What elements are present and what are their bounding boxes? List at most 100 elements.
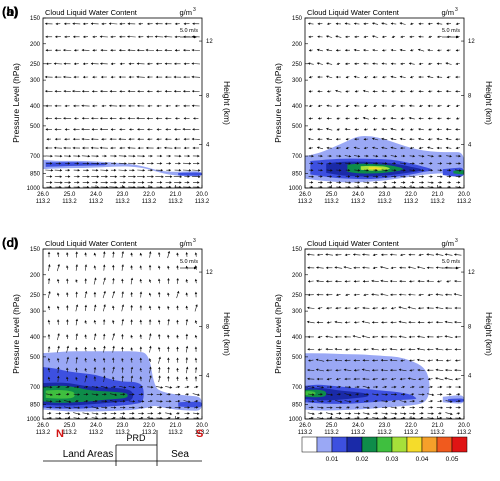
x-tick-lon: 113.2 — [142, 199, 157, 205]
unit-exponent: 3 — [193, 238, 196, 244]
panel-title: Cloud Liquid Water Content — [307, 8, 400, 17]
y-tick-label: 500 — [30, 124, 41, 130]
x-tick-label: 25.0 — [64, 192, 76, 198]
colorbar-swatch — [362, 437, 377, 452]
x-tick-lon: 113.2 — [195, 199, 210, 205]
colorbar-swatch — [302, 437, 317, 452]
reference-vector-label: 5.0 m/s — [180, 28, 198, 34]
colorbar-label: 0.04 — [416, 456, 429, 463]
height-tick-label: 4 — [206, 374, 210, 380]
y-tick-label: 200 — [30, 42, 41, 48]
x-tick-lon: 113.2 — [377, 430, 392, 436]
x-tick-label: 25.0 — [326, 423, 338, 429]
y-tick-label: 250 — [292, 62, 303, 68]
panel-title: Cloud Liquid Water Content — [45, 239, 138, 248]
x-tick-label: 22.0 — [405, 423, 417, 429]
y-tick-label: 200 — [292, 42, 303, 48]
x-tick-lon: 113.2 — [430, 430, 445, 436]
y-tick-label: 850 — [292, 171, 303, 177]
x-tick-label: 26.0 — [299, 192, 311, 198]
y2-axis-label: Height (km) — [222, 312, 232, 356]
colorbar-swatch — [452, 437, 467, 452]
height-tick-label: 12 — [206, 270, 213, 276]
colorbar-swatch — [347, 437, 362, 452]
y-tick-label: 150 — [30, 16, 41, 22]
y-tick-label: 300 — [30, 309, 41, 315]
height-tick-label: 12 — [206, 39, 213, 45]
x-tick-label: 22.0 — [405, 192, 417, 198]
height-tick-label: 4 — [468, 374, 472, 380]
colorbar-swatch — [377, 437, 392, 452]
x-tick-lon: 113.2 — [36, 199, 51, 205]
panel-title: Cloud Liquid Water Content — [45, 8, 138, 17]
y-tick-label: 300 — [30, 78, 41, 84]
x-tick-label: 25.0 — [64, 423, 76, 429]
colorbar-label: 0.02 — [356, 456, 369, 463]
height-tick-label: 8 — [206, 93, 210, 99]
south-label: S — [196, 428, 203, 440]
x-tick-label: 21.0 — [432, 192, 444, 198]
x-tick-lon: 113.2 — [89, 430, 104, 436]
x-tick-lon: 113.2 — [89, 199, 104, 205]
x-tick-label: 24.0 — [352, 192, 364, 198]
colorbar-label: 0.03 — [386, 456, 399, 463]
x-tick-label: 25.0 — [326, 192, 338, 198]
x-tick-label: 20.0 — [458, 192, 470, 198]
unit-exponent: 3 — [455, 238, 458, 244]
prd-label: PRD — [126, 433, 146, 443]
y-tick-label: 700 — [292, 154, 303, 160]
height-tick-label: 12 — [468, 270, 475, 276]
y-tick-label: 500 — [292, 124, 303, 130]
panel-label: (b) — [2, 4, 19, 19]
y-tick-label: 850 — [292, 402, 303, 408]
x-tick-lon: 113.2 — [324, 430, 339, 436]
y-axis-label: Pressure Level (hPa) — [273, 63, 283, 143]
x-tick-label: 22.0 — [143, 423, 155, 429]
x-tick-label: 24.0 — [90, 192, 102, 198]
x-tick-label: 21.0 — [170, 192, 182, 198]
x-tick-lon: 113.2 — [351, 199, 366, 205]
unit-exponent: 3 — [193, 7, 196, 13]
x-tick-lon: 113.2 — [324, 199, 339, 205]
reference-vector-label: 5.0 m/s — [442, 28, 460, 34]
unit-label: g/m — [441, 239, 454, 248]
colorbar-swatch — [407, 437, 422, 452]
y-tick-label: 700 — [30, 154, 41, 160]
reference-vector-label: 5.0 m/s — [180, 259, 198, 265]
x-tick-lon: 113.2 — [457, 430, 472, 436]
x-tick-lon: 113.2 — [457, 199, 472, 205]
x-tick-label: 22.0 — [143, 192, 155, 198]
y-tick-label: 400 — [30, 335, 41, 341]
cloud-layer-6 — [178, 402, 202, 408]
y-tick-label: 850 — [30, 402, 41, 408]
y-tick-label: 300 — [292, 78, 303, 84]
x-tick-label: 23.0 — [379, 423, 391, 429]
colorbar-swatch — [392, 437, 407, 452]
x-tick-lon: 113.2 — [430, 199, 445, 205]
height-tick-label: 8 — [206, 324, 210, 330]
y2-axis-label: Height (km) — [484, 312, 494, 356]
x-tick-lon: 113.2 — [351, 430, 366, 436]
colorbar-label: 0.01 — [326, 456, 339, 463]
x-tick-lon: 113.2 — [298, 199, 313, 205]
x-tick-label: 23.0 — [117, 423, 129, 429]
y-axis-label: Pressure Level (hPa) — [11, 294, 21, 374]
x-tick-lon: 113.2 — [404, 430, 419, 436]
y-tick-label: 200 — [292, 273, 303, 279]
y-axis-label: Pressure Level (hPa) — [11, 63, 21, 143]
y-axis-label: Pressure Level (hPa) — [273, 294, 283, 374]
y-tick-label: 400 — [292, 335, 303, 341]
x-tick-label: 26.0 — [37, 423, 49, 429]
north-label: N — [56, 428, 64, 440]
x-tick-label: 23.0 — [379, 192, 391, 198]
colorbar-swatch — [332, 437, 347, 452]
y-tick-label: 500 — [292, 355, 303, 361]
x-tick-label: 20.0 — [196, 192, 208, 198]
x-tick-lon: 113.2 — [36, 430, 51, 436]
unit-exponent: 3 — [455, 7, 458, 13]
